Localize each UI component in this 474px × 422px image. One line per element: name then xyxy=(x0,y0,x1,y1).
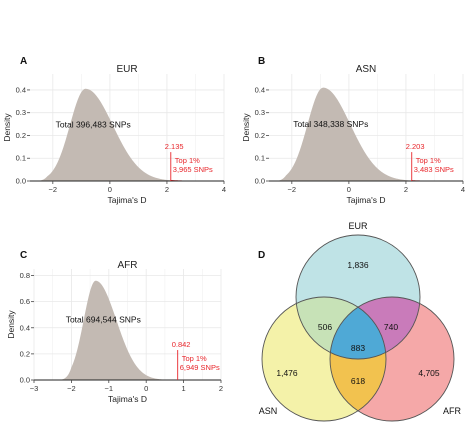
panel-b-letter: B xyxy=(258,56,265,67)
panel-a-ytick-label: 0.3 xyxy=(16,108,26,117)
panel-c-ytick-label: 0.6 xyxy=(20,297,30,306)
venn-outline-eur xyxy=(295,234,421,360)
panel-a-yaxis-label: Density xyxy=(2,113,12,142)
panel-b-title: ASN xyxy=(356,64,377,75)
panel-c-ytick-label: 0.0 xyxy=(20,376,30,385)
panel-a-xtick-label: 4 xyxy=(222,185,226,194)
panel-b-top-label: Top 1% xyxy=(416,156,441,165)
panel-c-ytick-label: 0.8 xyxy=(20,271,30,280)
panel-a-density-area xyxy=(30,88,171,181)
venn-count-eur-afr: 740 xyxy=(384,322,398,332)
venn-triple-group xyxy=(330,297,386,359)
panel-c-xaxis-label: Tajima's D xyxy=(108,394,147,404)
venn-overlap-all xyxy=(330,297,386,359)
panel-a-xtick-label: −2 xyxy=(49,185,58,194)
panel-c-total-label: Total 694,544 SNPs xyxy=(66,314,141,324)
panel-c-xtick-label: 1 xyxy=(182,384,186,393)
panel-b-yaxis-label: Density xyxy=(241,113,251,142)
panel-a-xtick-label: 2 xyxy=(165,185,169,194)
panel-a-threshold-value: 2.135 xyxy=(165,142,184,151)
panel-b-ytick-label: 0.0 xyxy=(255,177,265,186)
panel-a-ytick-label: 0.4 xyxy=(16,85,26,94)
panel-b-xtick-label: 0 xyxy=(347,185,351,194)
panel-a-ytick-label: 0.1 xyxy=(16,154,26,163)
panel-a-top-snps-label: 3,965 SNPs xyxy=(173,165,213,174)
panel-c-xtick-label: 0 xyxy=(144,384,148,393)
venn-triple-inner xyxy=(330,297,386,359)
panel-c-xtick-label: −3 xyxy=(30,384,39,393)
venn-count-afr-only: 4,705 xyxy=(418,368,440,378)
panel-c-density-area xyxy=(34,280,178,380)
panel-c-title: AFR xyxy=(118,260,138,271)
panel-b-density-area xyxy=(269,87,412,181)
panel-a-ytick-label: 0.2 xyxy=(16,131,26,140)
venn-count-asn-only: 1,476 xyxy=(276,368,298,378)
panel-c-letter: C xyxy=(20,250,27,261)
panel-b-xtick-label: 2 xyxy=(404,185,408,194)
venn-outline-asn xyxy=(261,296,387,422)
panel-b-ytick-label: 0.3 xyxy=(255,108,265,117)
panel-c-top-snps-label: 6,949 SNPs xyxy=(180,363,220,372)
panel-c-top-label: Top 1% xyxy=(182,354,207,363)
venn-outline-afr xyxy=(329,296,455,422)
venn-count-eur-only: 1,836 xyxy=(347,260,369,270)
panel-c-ytick-label: 0.2 xyxy=(20,349,30,358)
panel-a-total-label: Total 396,483 SNPs xyxy=(56,120,131,130)
panel-c-ytick-label: 0.4 xyxy=(20,323,30,332)
panel-a-xtick-label: 0 xyxy=(108,185,112,194)
panel-c-xtick-label: −2 xyxy=(67,384,76,393)
panel-c-xtick-label: −1 xyxy=(105,384,114,393)
panel-a-title: EUR xyxy=(116,64,137,75)
panel-b-xtick-label: 4 xyxy=(461,185,465,194)
panel-a-ytick-label: 0.0 xyxy=(16,177,26,186)
panel-b-total-label: Total 348,338 SNPs xyxy=(293,119,368,129)
panel-d-letter: D xyxy=(258,250,265,261)
panel-b-xaxis-label: Tajima's D xyxy=(347,195,386,205)
panel-b-ytick-label: 0.1 xyxy=(255,154,265,163)
panel-b-top-snps-label: 3,483 SNPs xyxy=(414,165,454,174)
panel-b-ytick-label: 0.4 xyxy=(255,85,265,94)
panel-a-top-label: Top 1% xyxy=(175,156,200,165)
venn-count-eur-asn: 506 xyxy=(318,322,332,332)
panel-c-threshold-value: 0.842 xyxy=(172,340,191,349)
venn-label-eur: EUR xyxy=(348,221,368,231)
venn-label-afr: AFR xyxy=(443,406,462,416)
panel-b-xtick-label: −2 xyxy=(288,185,297,194)
panel-c-xtick-label: 2 xyxy=(219,384,223,393)
panel-a-xaxis-label: Tajima's D xyxy=(108,195,147,205)
panel-b-ytick-label: 0.2 xyxy=(255,131,265,140)
panel-a-letter: A xyxy=(20,56,27,67)
panel-b-threshold-value: 2.203 xyxy=(406,142,425,151)
venn-label-asn: ASN xyxy=(259,406,278,416)
venn-count-all: 883 xyxy=(351,343,365,353)
panel-c-yaxis-label: Density xyxy=(6,310,16,339)
venn-count-asn-afr: 618 xyxy=(351,376,365,386)
